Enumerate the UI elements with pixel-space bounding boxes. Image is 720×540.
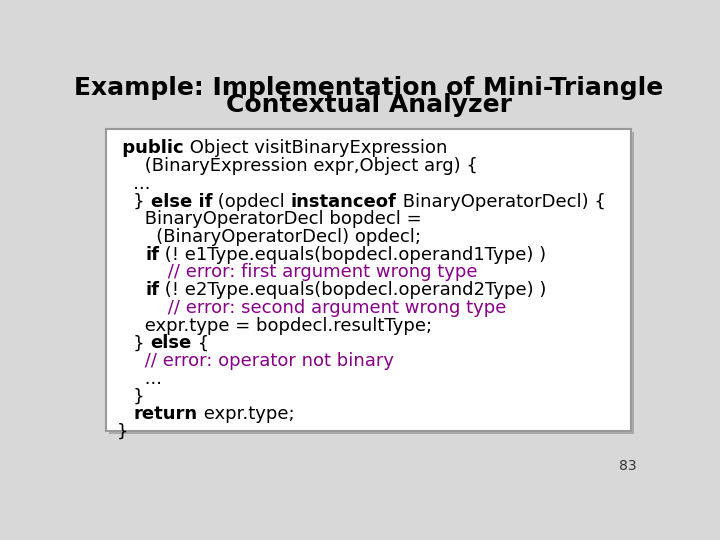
Text: // error: first argument wrong type: // error: first argument wrong type — [117, 264, 478, 281]
Text: {: { — [192, 334, 210, 352]
Text: // error: second argument wrong type: // error: second argument wrong type — [117, 299, 507, 317]
Text: (! e2Type.equals(bopdecl.operand2Type) ): (! e2Type.equals(bopdecl.operand2Type) ) — [159, 281, 546, 299]
Text: expr.type;: expr.type; — [198, 405, 294, 423]
Text: }: } — [117, 193, 150, 211]
Text: else: else — [150, 334, 192, 352]
Text: else if: else if — [150, 193, 212, 211]
Text: }: } — [117, 387, 145, 406]
Text: (BinaryOperatorDecl) opdecl;: (BinaryOperatorDecl) opdecl; — [117, 228, 421, 246]
Text: 83: 83 — [618, 459, 636, 473]
Text: return: return — [134, 405, 198, 423]
Text: ...: ... — [117, 175, 151, 193]
Text: BinaryOperatorDecl bopdecl =: BinaryOperatorDecl bopdecl = — [117, 211, 422, 228]
FancyBboxPatch shape — [106, 129, 631, 430]
FancyBboxPatch shape — [109, 132, 634, 434]
Text: expr.type = bopdecl.resultType;: expr.type = bopdecl.resultType; — [117, 316, 433, 335]
Text: if: if — [145, 281, 159, 299]
Text: instanceof: instanceof — [291, 193, 397, 211]
Text: }: } — [117, 423, 127, 441]
Text: public: public — [117, 139, 184, 158]
Text: // error: operator not binary: // error: operator not binary — [117, 352, 395, 370]
Text: (opdecl: (opdecl — [212, 193, 291, 211]
Text: BinaryOperatorDecl) {: BinaryOperatorDecl) { — [397, 193, 606, 211]
Text: Object visitBinaryExpression: Object visitBinaryExpression — [184, 139, 447, 158]
Text: Example: Implementation of Mini-Triangle: Example: Implementation of Mini-Triangle — [74, 76, 664, 100]
Text: Contextual Analyzer: Contextual Analyzer — [226, 93, 512, 117]
Text: if: if — [145, 246, 159, 264]
Text: (BinaryExpression expr,Object arg) {: (BinaryExpression expr,Object arg) { — [117, 157, 478, 175]
Text: }: } — [117, 334, 150, 352]
Text: (! e1Type.equals(bopdecl.operand1Type) ): (! e1Type.equals(bopdecl.operand1Type) ) — [159, 246, 546, 264]
Text: ...: ... — [117, 370, 162, 388]
